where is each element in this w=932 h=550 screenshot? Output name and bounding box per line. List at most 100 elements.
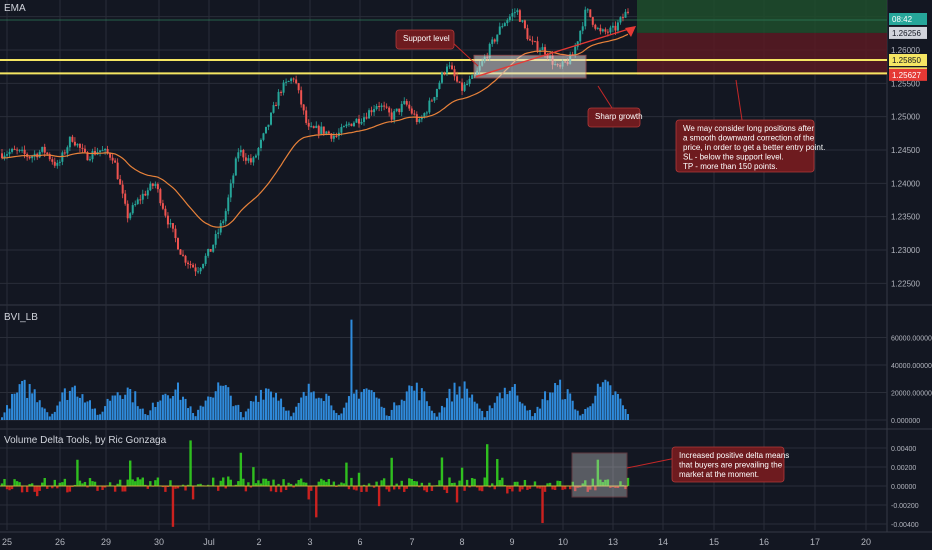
volume-bar (232, 406, 235, 420)
candle-body (91, 151, 94, 160)
candle-body (350, 123, 353, 127)
volume-bar (176, 382, 179, 420)
candle-body (129, 213, 132, 219)
volume-bar (581, 413, 584, 420)
volume-bar (383, 407, 386, 420)
plan-callout-pointer (735, 79, 743, 121)
volume-bar (501, 398, 504, 420)
volume-bar (418, 400, 421, 420)
candle-body (445, 66, 448, 74)
candle-body (154, 184, 157, 186)
volume-bar (325, 393, 328, 420)
delta-tick-label: -0.00400 (891, 522, 919, 529)
volume-bar (76, 396, 79, 420)
candle-body (594, 24, 597, 29)
volume-bar (295, 406, 298, 420)
candle-body (189, 264, 192, 266)
candle-body (591, 17, 594, 25)
volume-bar (194, 416, 197, 420)
volume-bar (307, 383, 310, 420)
volume-bar (337, 415, 340, 420)
volume-bar (36, 402, 39, 420)
candle-body (184, 255, 187, 263)
volume-bar (33, 389, 36, 420)
volume-bar (171, 396, 174, 420)
support-callout-text: Support level (403, 34, 450, 43)
volume-bar (6, 405, 9, 420)
candle-body (217, 232, 220, 234)
candle-body (161, 203, 164, 209)
candle-body (28, 156, 31, 159)
time-tick-label: 9 (509, 537, 514, 547)
volume-bar (591, 403, 594, 420)
candle-body (310, 126, 313, 128)
candle-body (461, 82, 464, 91)
price-badge-label: 1.26256 (892, 29, 921, 38)
candle-body (503, 23, 506, 27)
candle-body (320, 126, 323, 134)
candle-body (589, 9, 592, 18)
price-tick-label: 1.24000 (891, 179, 920, 188)
candle-body (606, 31, 609, 33)
volume-bar (136, 406, 139, 420)
volume-bar (94, 408, 97, 420)
volume-bar (463, 381, 466, 420)
candle-body (252, 157, 255, 163)
delta-callout-text: market at the moment. (679, 470, 759, 479)
volume-bar (3, 412, 6, 420)
candle-body (395, 108, 398, 112)
candle-body (182, 254, 185, 256)
candle-body (239, 150, 242, 153)
volume-bar (83, 402, 86, 420)
volume-bar (544, 391, 547, 420)
candle-body (106, 148, 109, 154)
candle-body (262, 133, 265, 140)
volume-bar (144, 414, 147, 420)
candle-body (388, 107, 391, 113)
volume-bar (574, 409, 577, 420)
candle-body (111, 157, 114, 161)
volume-bar (468, 397, 471, 420)
volume-bar (556, 385, 559, 420)
volume-bar (126, 387, 129, 420)
candle-body (18, 149, 21, 151)
volume-bar (111, 395, 114, 420)
time-tick-label: 2 (256, 537, 261, 547)
candle-body (212, 244, 215, 252)
candle-body (581, 26, 584, 31)
volume-bar (192, 413, 195, 420)
price-tick-label: 1.23000 (891, 246, 920, 255)
delta-callout-pointer (626, 457, 677, 469)
volume-bar (345, 402, 348, 420)
volume-bar (420, 388, 423, 420)
volume-bar (66, 399, 69, 420)
delta-callout-box (671, 446, 785, 483)
price-badge-label: 1.25850 (892, 56, 921, 65)
time-tick-label: 16 (759, 537, 769, 547)
candle-body (413, 113, 416, 115)
volume-bar (350, 319, 353, 420)
candle-body (418, 119, 421, 123)
delta-callout-text: Increased positive delta means (679, 451, 789, 460)
volume-bar (187, 408, 190, 420)
candle-body (131, 205, 134, 214)
volume-bar (528, 409, 531, 420)
growth-callout-pointer (597, 85, 613, 109)
candle-body (144, 193, 147, 196)
candle-body (11, 148, 14, 152)
candle-body (380, 105, 383, 108)
candle-body (451, 65, 454, 70)
volume-bar (227, 387, 230, 420)
volume-bar (317, 397, 320, 420)
time-tick-label: 15 (709, 537, 719, 547)
time-tick-label: 17 (810, 537, 820, 547)
volume-bar (121, 398, 124, 420)
candle-body (229, 183, 232, 198)
candle-body (63, 152, 66, 154)
volume-bar (473, 401, 476, 420)
volume-bar (576, 410, 579, 420)
candle-body (207, 249, 210, 256)
candle-body (247, 158, 250, 161)
volume-bar (166, 395, 169, 420)
